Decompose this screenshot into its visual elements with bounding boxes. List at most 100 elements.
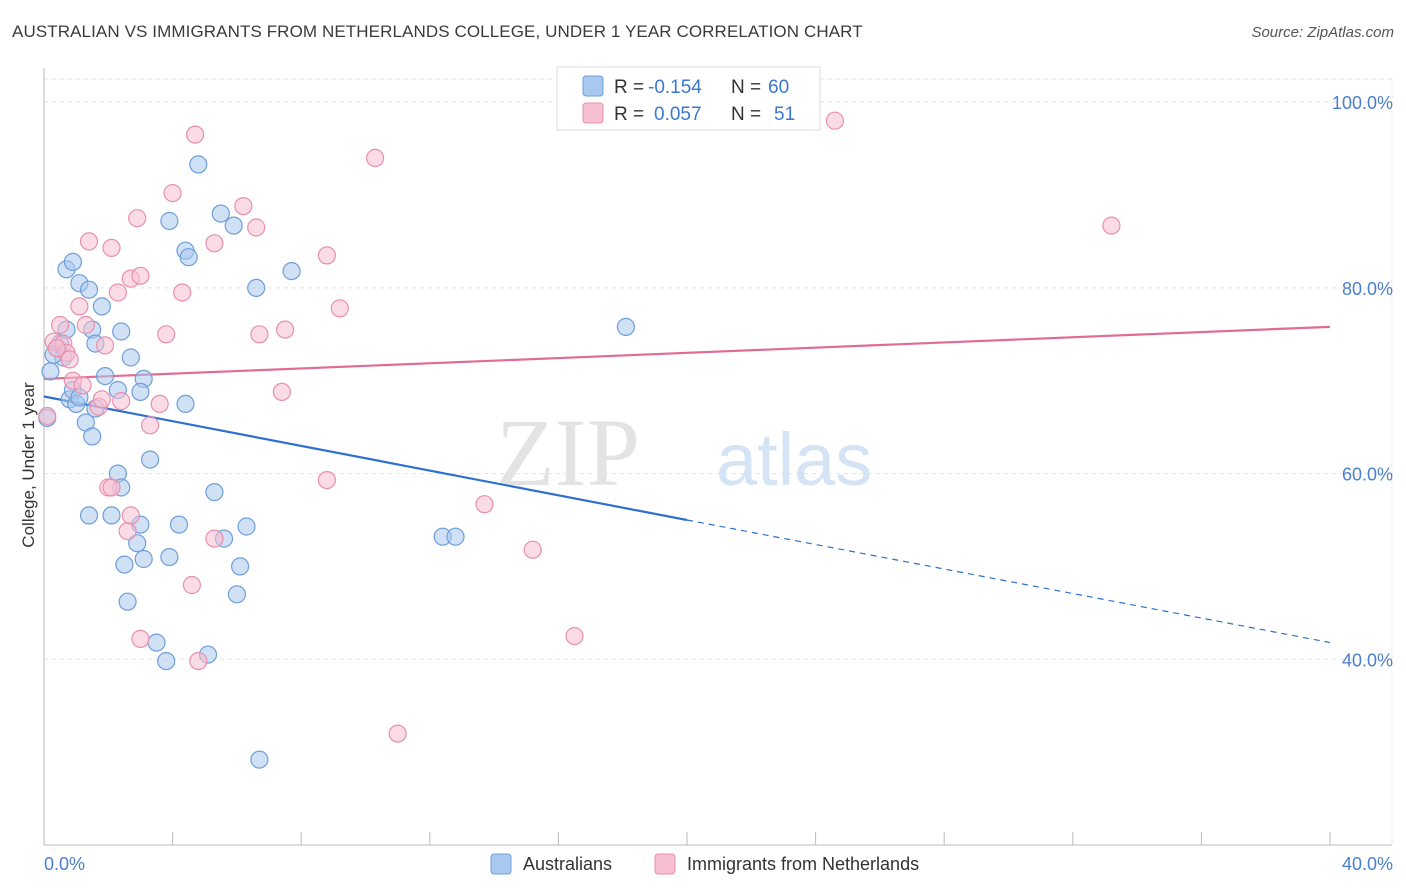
australians-point [79,280,99,299]
australians-point [247,278,266,297]
netherlands-point [173,283,192,302]
netherlands-point [108,283,128,302]
netherlands-point [388,724,407,743]
tick-labels: 40.0% 60.0% 80.0% 100.0% 0.0% 40.0% [44,93,1393,874]
netherlands-point [1102,216,1121,235]
australians-point [112,322,131,341]
stats-swatch-netherlands [582,102,604,124]
y-tick-label: 40.0% [1342,650,1393,670]
australians-point [157,651,176,671]
netherlands-point [247,218,266,237]
australians-point [83,427,102,446]
stats-r-value-1: -0.154 [648,77,702,98]
australians-point [147,633,166,652]
stats-swatch-australians [582,75,604,97]
netherlands-point [523,540,542,559]
y-tick-label: 100.0% [1332,93,1393,113]
netherlands-point [60,350,79,369]
australians-point [131,382,150,401]
netherlands-point [128,209,147,228]
australians-point [128,534,147,553]
netherlands-point [157,325,176,344]
x-tick-label-max: 40.0% [1342,854,1393,874]
source-label: Source: ZipAtlas.com [1251,24,1394,41]
legend-label-australians: Australians [523,854,612,874]
watermark-zip: ZIP [496,399,640,506]
netherlands-point [272,382,291,401]
netherlands-trendline [43,325,1331,380]
australians-point [121,348,140,367]
netherlands-point [92,390,112,409]
legend-label-netherlands: Immigrants from Netherlands [687,854,919,874]
x-tick-label-min: 0.0% [44,854,85,874]
netherlands-point [112,392,131,411]
australians-point [189,155,208,174]
netherlands-point [317,246,336,265]
netherlands-point [131,629,150,649]
netherlands-point [150,394,169,413]
australians-point [118,592,137,611]
australians-point [227,585,246,604]
y-tick-label: 60.0% [1342,465,1393,485]
australians-point [115,555,134,574]
legend-swatch-netherlands [654,853,676,875]
netherlands-point [276,320,295,339]
watermark: ZIP atlas [496,399,872,506]
australians-point [211,204,230,223]
netherlands-point [79,232,99,251]
australians-point [205,483,224,502]
australians-point [446,527,465,546]
stats-n-value-1: 60 [768,77,789,98]
netherlands-point [186,125,205,144]
netherlands-point [330,299,349,318]
netherlands-point [102,478,121,497]
netherlands-point [121,506,140,525]
australians-point [95,367,115,386]
netherlands-point [182,575,201,595]
australians-point [63,252,83,271]
points-layer [38,111,1121,769]
netherlands-point [205,234,224,253]
australians-trendline-extension [686,519,1331,644]
stats-r-label-2: R = [614,104,644,125]
axes-layer [43,68,1392,846]
netherlands-point [366,148,385,167]
netherlands-point [76,315,95,335]
stats-legend: R = -0.154 N = 60 R = 0.057 N = 51 [556,66,821,131]
netherlands-point [70,297,89,316]
australians-point [224,216,243,235]
netherlands-point [73,376,92,395]
netherlands-point [131,266,150,285]
netherlands-point [234,197,253,216]
legend-swatch-australians [490,853,512,875]
netherlands-point [205,529,224,548]
netherlands-point [825,111,845,130]
australians-point [102,506,121,525]
stats-n-label-2: N = [731,104,761,125]
netherlands-point [250,325,269,344]
netherlands-point [118,521,137,541]
y-tick-label: 80.0% [1342,279,1393,299]
watermark-atlas: atlas [716,418,872,501]
australians-point [616,317,636,336]
stats-r-label-1: R = [614,77,644,98]
australians-point [41,362,60,381]
australians-point [231,557,250,576]
netherlands-point [565,626,584,646]
stats-r-value-2: 0.057 [654,104,702,125]
netherlands-point [317,471,336,490]
netherlands-point [47,339,67,358]
australians-point [169,515,189,534]
netherlands-point [475,495,494,514]
australians-point [160,547,179,567]
stats-n-label-1: N = [731,77,761,98]
bottom-legend: Australians Immigrants from Netherlands [490,853,919,875]
netherlands-point [50,315,70,335]
netherlands-point [38,406,57,426]
netherlands-point [189,651,208,671]
netherlands-point [95,336,115,355]
australians-point [134,549,153,569]
australians-point [79,506,99,525]
australians-point [160,211,179,231]
